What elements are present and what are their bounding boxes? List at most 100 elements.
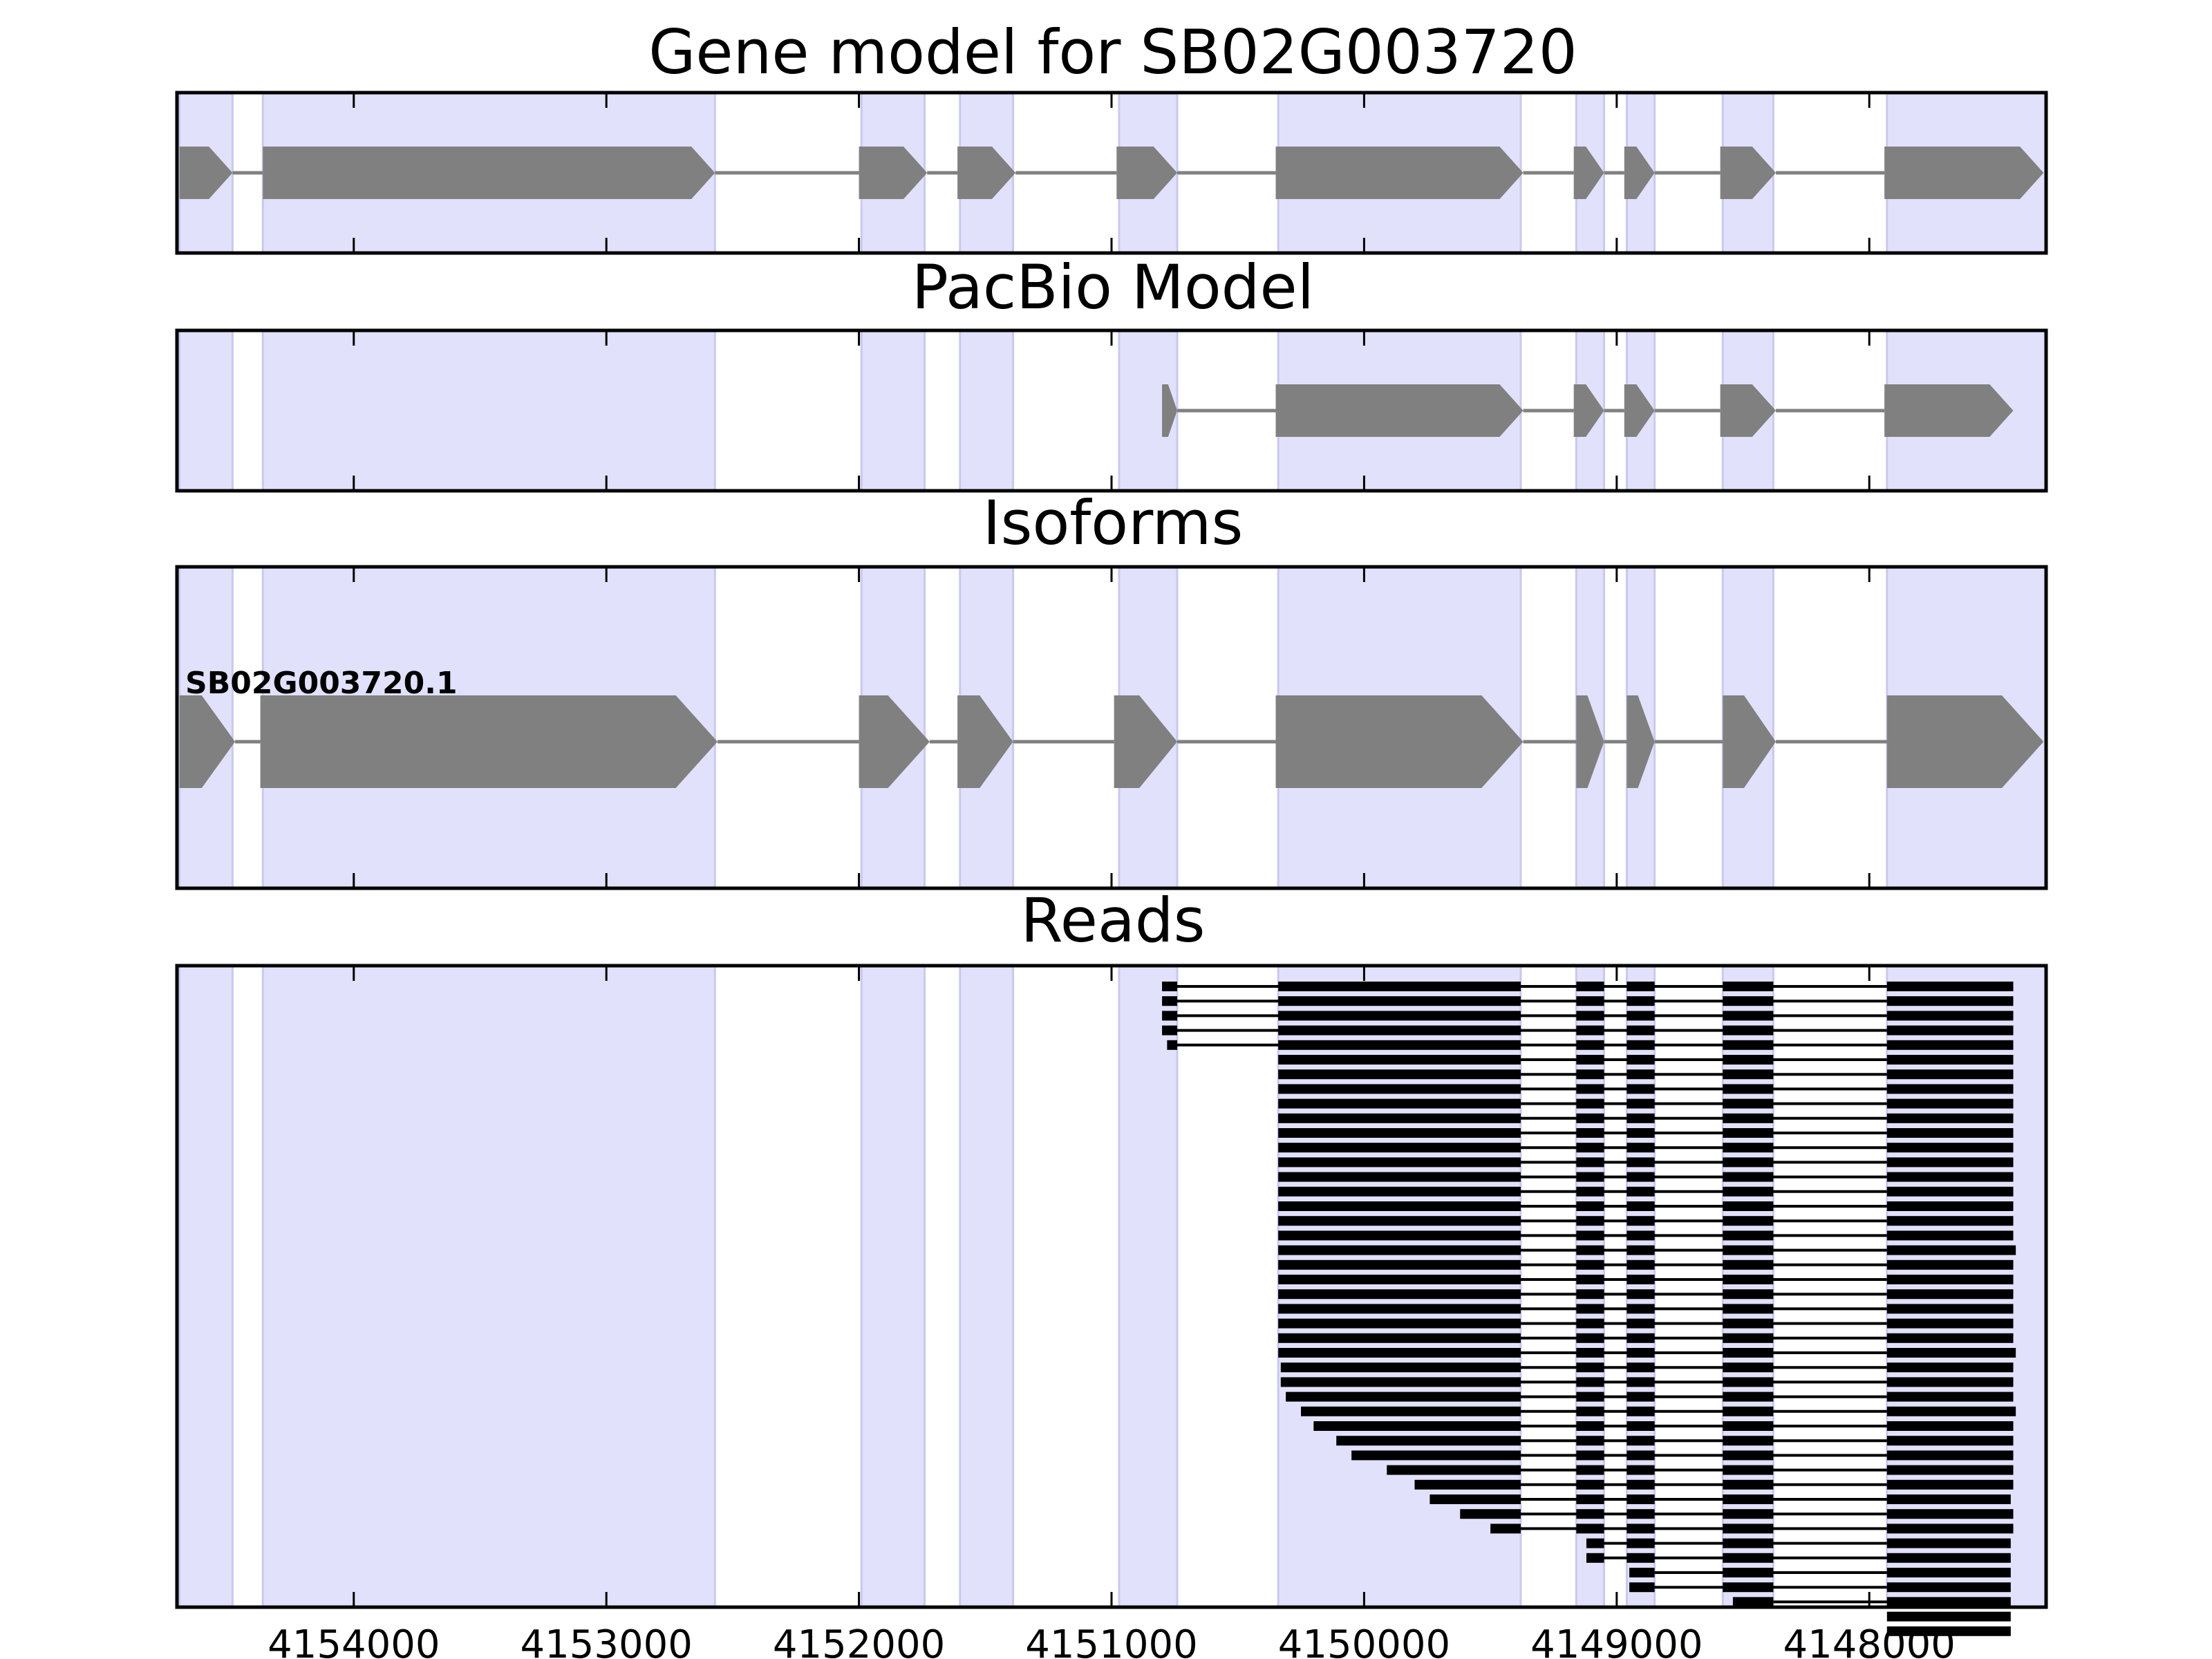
read-38-block-5 bbox=[1886, 1524, 2014, 1534]
read-35-block-3 bbox=[1627, 1479, 1655, 1490]
read-19-block-2 bbox=[1576, 1245, 1604, 1255]
feature-layer bbox=[179, 147, 2044, 1636]
read-24-block-4 bbox=[1723, 1318, 1774, 1329]
read-2-block-5 bbox=[1723, 996, 1774, 1006]
read-30-block-5 bbox=[1886, 1406, 2016, 1416]
exon-feature-gene-model-5 bbox=[1116, 147, 1178, 199]
read-45-block-1 bbox=[1886, 1626, 2011, 1636]
read-30-block-1 bbox=[1301, 1406, 1521, 1416]
read-28-block-4 bbox=[1723, 1377, 1774, 1387]
exon-feature-gene-model-9 bbox=[1720, 147, 1777, 199]
read-2-block-4 bbox=[1627, 996, 1655, 1006]
read-33-block-5 bbox=[1886, 1450, 2014, 1461]
read-6-block-4 bbox=[1723, 1055, 1774, 1065]
read-36-block-2 bbox=[1576, 1494, 1604, 1504]
read-4-block-6 bbox=[1886, 1025, 2014, 1035]
exon-feature-gene-model-2 bbox=[263, 147, 715, 199]
read-4-block-4 bbox=[1627, 1025, 1655, 1035]
read-7-block-5 bbox=[1886, 1069, 2014, 1080]
read-2-block-3 bbox=[1576, 996, 1604, 1006]
x-tick-label-1: 4154000 bbox=[268, 1622, 440, 1659]
read-30-block-3 bbox=[1627, 1406, 1655, 1416]
read-29-block-2 bbox=[1576, 1391, 1604, 1402]
read-7-block-1 bbox=[1278, 1069, 1521, 1080]
exon-feature-gene-model-8 bbox=[1624, 147, 1655, 199]
exon-shade-reads-4 bbox=[959, 964, 1014, 1609]
exon-feature-isoforms-10 bbox=[1886, 695, 2044, 788]
read-4-block-1 bbox=[1162, 1025, 1178, 1035]
read-15-block-1 bbox=[1278, 1186, 1521, 1197]
read-7-block-4 bbox=[1723, 1069, 1774, 1080]
read-12-block-3 bbox=[1627, 1143, 1655, 1153]
read-38-block-2 bbox=[1576, 1524, 1604, 1534]
read-8-block-2 bbox=[1576, 1084, 1604, 1094]
read-35-block-2 bbox=[1576, 1479, 1604, 1490]
read-12-block-5 bbox=[1886, 1143, 2014, 1153]
read-22-block-1 bbox=[1278, 1289, 1521, 1300]
read-7-block-3 bbox=[1627, 1069, 1655, 1080]
read-5-block-3 bbox=[1576, 1040, 1604, 1050]
x-tick-labels: 4154000 4153000 4152000 4151000 4150000 41490… bbox=[268, 1622, 1956, 1659]
read-23-block-1 bbox=[1278, 1304, 1521, 1314]
read-25-block-2 bbox=[1576, 1333, 1604, 1343]
read-14-block-4 bbox=[1723, 1172, 1774, 1182]
read-5-block-2 bbox=[1278, 1040, 1521, 1050]
exon-feature-gene-model-7 bbox=[1573, 147, 1604, 199]
read-3-block-2 bbox=[1278, 1011, 1521, 1021]
read-20-block-5 bbox=[1886, 1259, 2014, 1270]
read-10-block-2 bbox=[1576, 1113, 1604, 1123]
read-37-block-3 bbox=[1627, 1509, 1655, 1519]
exon-feature-isoforms-7 bbox=[1576, 695, 1604, 788]
exon-feature-gene-model-6 bbox=[1275, 147, 1524, 199]
read-36-block-3 bbox=[1627, 1494, 1655, 1504]
read-15-block-2 bbox=[1576, 1186, 1604, 1197]
exon-feature-gene-model-3 bbox=[859, 147, 928, 199]
read-22-block-2 bbox=[1576, 1289, 1604, 1300]
read-4-block-3 bbox=[1576, 1025, 1604, 1035]
read-9-block-2 bbox=[1576, 1098, 1604, 1109]
read-1-block-1 bbox=[1162, 982, 1178, 991]
exon-feature-gene-model-4 bbox=[957, 147, 1016, 199]
read-8-block-5 bbox=[1886, 1084, 2014, 1094]
read-34-block-5 bbox=[1886, 1465, 2014, 1475]
read-34-block-2 bbox=[1576, 1465, 1604, 1475]
exon-shade-reads-5 bbox=[1118, 964, 1179, 1609]
read-9-block-5 bbox=[1886, 1098, 2014, 1109]
read-37-block-4 bbox=[1723, 1509, 1774, 1519]
read-41-block-2 bbox=[1723, 1568, 1774, 1577]
exon-feature-gene-model-10 bbox=[1884, 147, 2044, 199]
read-10-block-4 bbox=[1723, 1113, 1774, 1123]
read-15-block-4 bbox=[1723, 1186, 1774, 1197]
read-20-block-2 bbox=[1576, 1259, 1604, 1270]
read-16-block-5 bbox=[1886, 1201, 2014, 1211]
read-4-block-5 bbox=[1723, 1025, 1774, 1035]
read-17-block-2 bbox=[1576, 1216, 1604, 1226]
read-27-block-1 bbox=[1280, 1362, 1521, 1373]
read-1-block-3 bbox=[1576, 982, 1604, 991]
exon-shade-reads-2 bbox=[261, 964, 716, 1609]
read-11-block-2 bbox=[1576, 1128, 1604, 1138]
read-37-block-5 bbox=[1886, 1509, 2014, 1519]
exon-feature-pacbio-model-3 bbox=[1573, 384, 1604, 437]
read-21-block-3 bbox=[1627, 1275, 1655, 1284]
read-14-block-1 bbox=[1278, 1172, 1521, 1182]
read-4-block-2 bbox=[1278, 1025, 1521, 1035]
read-40-block-4 bbox=[1886, 1553, 2011, 1563]
read-5-block-6 bbox=[1886, 1040, 2014, 1050]
panel-title-isoforms: Isoforms bbox=[983, 487, 1244, 559]
read-6-block-1 bbox=[1278, 1055, 1521, 1065]
read-22-block-5 bbox=[1886, 1289, 2014, 1300]
read-41-block-1 bbox=[1629, 1568, 1655, 1577]
read-34-block-3 bbox=[1627, 1465, 1655, 1475]
read-24-block-2 bbox=[1576, 1318, 1604, 1329]
exon-feature-isoforms-8 bbox=[1627, 695, 1655, 788]
read-42-block-1 bbox=[1629, 1582, 1655, 1593]
x-tick-label-4: 4151000 bbox=[1025, 1622, 1197, 1659]
exon-feature-isoforms-1 bbox=[179, 695, 236, 788]
read-15-block-5 bbox=[1886, 1186, 2014, 1197]
exon-feature-pacbio-model-6 bbox=[1884, 384, 2014, 437]
read-33-block-3 bbox=[1627, 1450, 1655, 1461]
read-14-block-3 bbox=[1627, 1172, 1655, 1182]
x-tick-label-5: 4150000 bbox=[1278, 1622, 1450, 1659]
